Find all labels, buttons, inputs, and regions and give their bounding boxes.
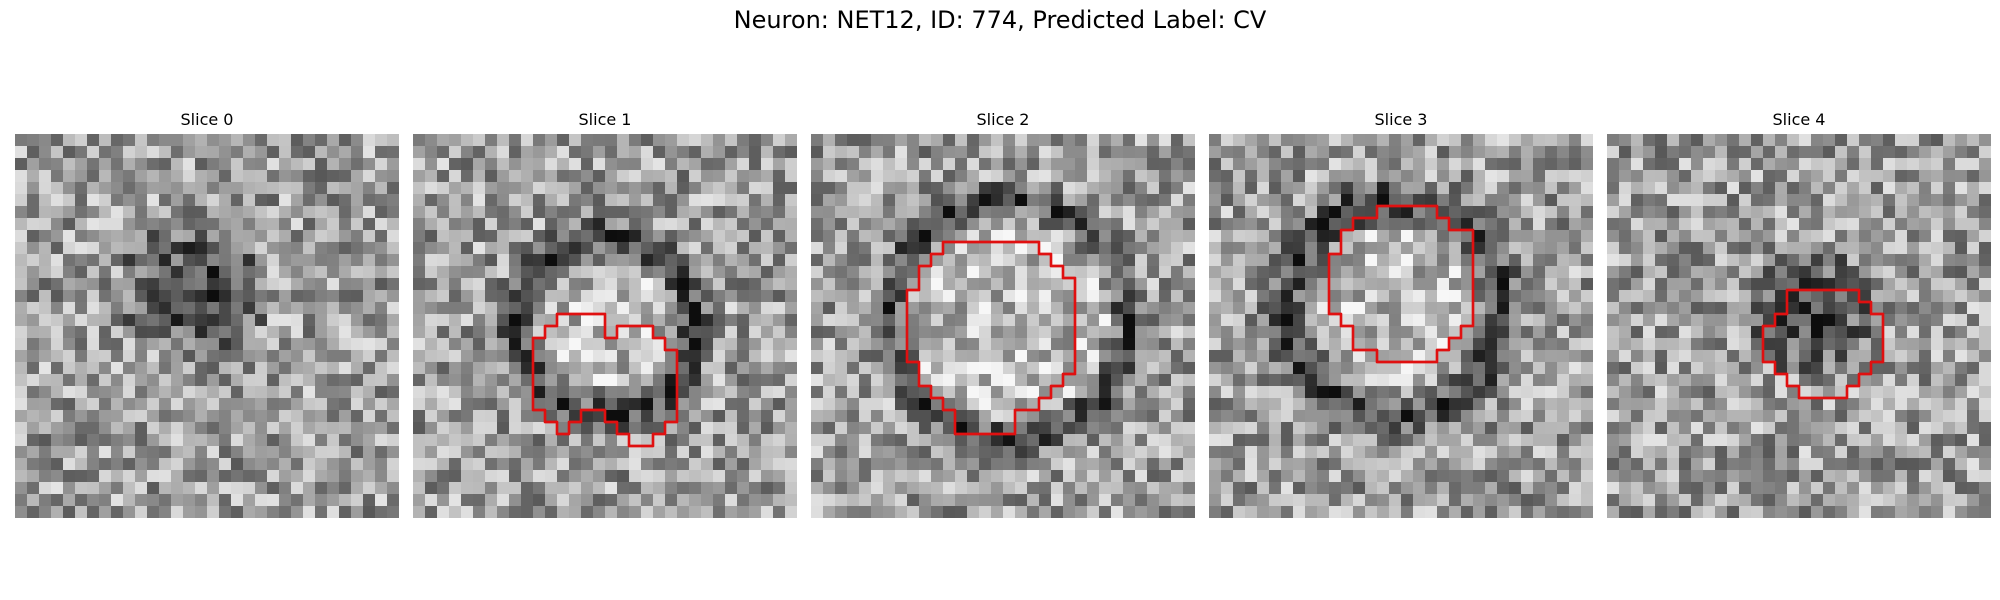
slice-image (1607, 134, 1991, 518)
slice-title: Slice 2 (976, 110, 1030, 129)
slice-title: Slice 1 (578, 110, 632, 129)
slice-panel-3: Slice 3 (1209, 110, 1593, 518)
slice-image (811, 134, 1195, 518)
pixel-grid (1209, 134, 1593, 518)
slice-panel-4: Slice 4 (1607, 110, 1991, 518)
pixel-grid (811, 134, 1195, 518)
segmentation-contour (905, 240, 1077, 436)
segmentation-contour (531, 312, 679, 448)
slice-image (413, 134, 797, 518)
pixel-grid (15, 134, 399, 518)
pixel-grid (413, 134, 797, 518)
pixel-grid (1607, 134, 1991, 518)
slice-image (1209, 134, 1593, 518)
slice-panel-2: Slice 2 (811, 110, 1195, 518)
segmentation-contour (1327, 204, 1475, 364)
slice-title: Slice 4 (1772, 110, 1826, 129)
slice-image (15, 134, 399, 518)
slice-panel-0: Slice 0 (15, 110, 399, 518)
segmentation-contour (1761, 288, 1885, 400)
slice-panel-1: Slice 1 (413, 110, 797, 518)
slice-title: Slice 0 (180, 110, 234, 129)
slice-title: Slice 3 (1374, 110, 1428, 129)
figure-title: Neuron: NET12, ID: 774, Predicted Label:… (733, 6, 1267, 34)
